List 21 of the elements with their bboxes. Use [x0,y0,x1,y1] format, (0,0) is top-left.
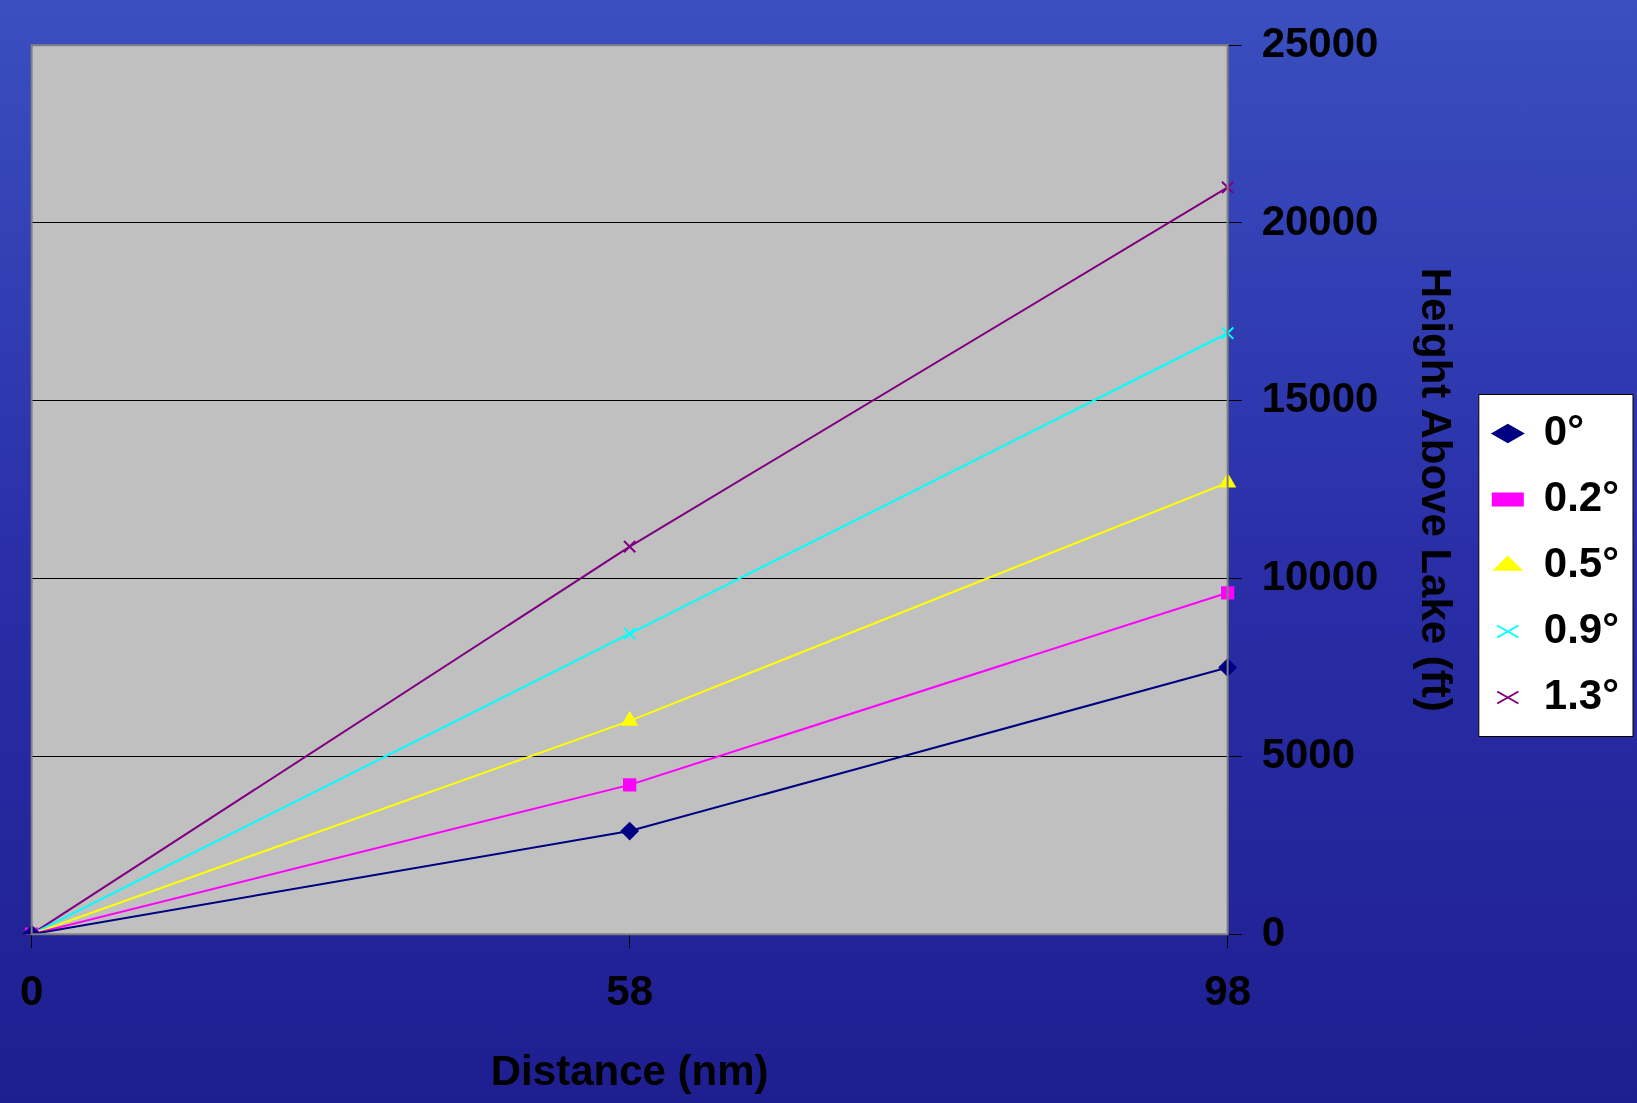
point [1220,326,1235,340]
x-tick-label: 98 [1204,966,1251,1014]
point [1220,180,1235,195]
y-tick-label: 15000 [1261,374,1379,422]
point [621,711,638,726]
y-tick-label: 10000 [1261,552,1379,600]
legend-label: 0.2° [1543,473,1620,521]
x-tick-label: 58 [606,966,654,1014]
point [623,627,637,641]
legend-label: 1.3° [1543,671,1620,719]
legend-label: 0° [1543,407,1584,455]
y-tick-label: 20000 [1261,196,1379,244]
y-axis-title: Height Above Lake (ft) [1413,267,1461,712]
x-axis-title: Distance (nm) [490,1047,769,1095]
legend-label: 0.5° [1543,539,1620,587]
x-tick-label: 0 [20,966,44,1014]
legend-label: 0.9° [1543,605,1620,653]
point [623,539,637,554]
y-tick-label: 0 [1261,907,1285,955]
y-tick-label: 5000 [1261,729,1356,777]
y-tick-label: 25000 [1261,18,1379,66]
